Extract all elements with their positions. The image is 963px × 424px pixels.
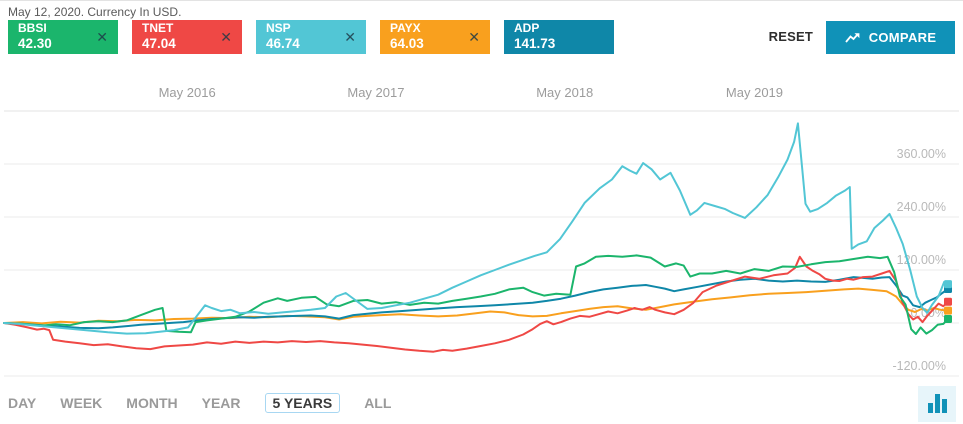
period-day[interactable]: DAY: [8, 395, 37, 411]
close-icon[interactable]: ✕: [96, 28, 108, 45]
chart-canvas: 360.00%240.00%120.00%0.00%-120.00%May 20…: [3, 85, 959, 377]
close-icon[interactable]: ✕: [220, 28, 232, 45]
chip-ticker: NSP: [266, 21, 291, 36]
chart-style-button[interactable]: [918, 386, 956, 422]
period-week[interactable]: WEEK: [60, 395, 103, 411]
x-tick-label: May 2019: [726, 85, 783, 100]
compare-button[interactable]: COMPARE: [826, 21, 955, 54]
y-tick-label: -120.00%: [892, 359, 946, 373]
reset-button[interactable]: RESET: [768, 29, 813, 44]
chip-value: 42.30: [18, 36, 52, 52]
x-tick-label: May 2017: [347, 85, 404, 100]
series-line-adp: [3, 276, 949, 330]
series-end-marker-payx: [944, 306, 952, 315]
ticker-chip-payx[interactable]: PAYX 64.03 ✕: [380, 20, 490, 54]
chip-ticker: PAYX: [390, 21, 421, 36]
compare-label: COMPARE: [868, 30, 937, 45]
series-line-tnet: [3, 255, 949, 353]
period-selector: DAY WEEK MONTH YEAR 5 YEARS ALL: [8, 393, 391, 413]
series-end-marker-nsp: [944, 280, 952, 289]
date-note: May 12, 2020. Currency In USD.: [8, 5, 182, 19]
chip-value: 64.03: [390, 36, 424, 52]
bar-chart-icon: [927, 394, 947, 413]
chip-text: TNET 47.04: [142, 21, 176, 52]
chip-text: NSP 46.74: [266, 21, 300, 52]
chip-text: ADP 141.73: [514, 21, 556, 52]
close-icon[interactable]: ✕: [344, 28, 356, 45]
x-tick-label: May 2016: [159, 85, 216, 100]
chip-ticker: BBSI: [18, 21, 47, 36]
chip-value: 46.74: [266, 36, 300, 52]
close-icon[interactable]: ✕: [468, 28, 480, 45]
chip-text: BBSI 42.30: [18, 21, 52, 52]
period-month[interactable]: MONTH: [126, 395, 178, 411]
trend-up-icon: [845, 31, 861, 44]
x-tick-label: May 2018: [536, 85, 593, 100]
ticker-chip-bbsi[interactable]: BBSI 42.30 ✕: [8, 20, 118, 54]
chip-text: PAYX 64.03: [390, 21, 424, 52]
ticker-chips: BBSI 42.30 ✕ TNET 47.04 ✕ NSP 46.74 ✕ PAYX 64.03 ✕ A…: [8, 20, 614, 54]
period-all[interactable]: ALL: [364, 395, 392, 411]
series-line-bbsi: [3, 254, 949, 335]
y-tick-label: 120.00%: [897, 253, 946, 267]
y-tick-label: 240.00%: [897, 200, 946, 214]
y-tick-label: 360.00%: [897, 147, 946, 161]
chip-ticker: ADP: [514, 21, 540, 36]
chip-ticker: TNET: [142, 21, 174, 36]
chip-value: 141.73: [514, 36, 556, 52]
series-end-marker-bbsi: [944, 315, 952, 324]
ticker-chip-nsp[interactable]: NSP 46.74 ✕: [256, 20, 366, 54]
period-year[interactable]: YEAR: [201, 395, 241, 411]
series-line-nsp: [3, 122, 949, 335]
period-5-years[interactable]: 5 YEARS: [264, 393, 341, 413]
ticker-chip-adp[interactable]: ADP 141.73: [504, 20, 614, 54]
series-end-marker-tnet: [944, 297, 952, 306]
ticker-chip-tnet[interactable]: TNET 47.04 ✕: [132, 20, 242, 54]
chip-value: 47.04: [142, 36, 176, 52]
